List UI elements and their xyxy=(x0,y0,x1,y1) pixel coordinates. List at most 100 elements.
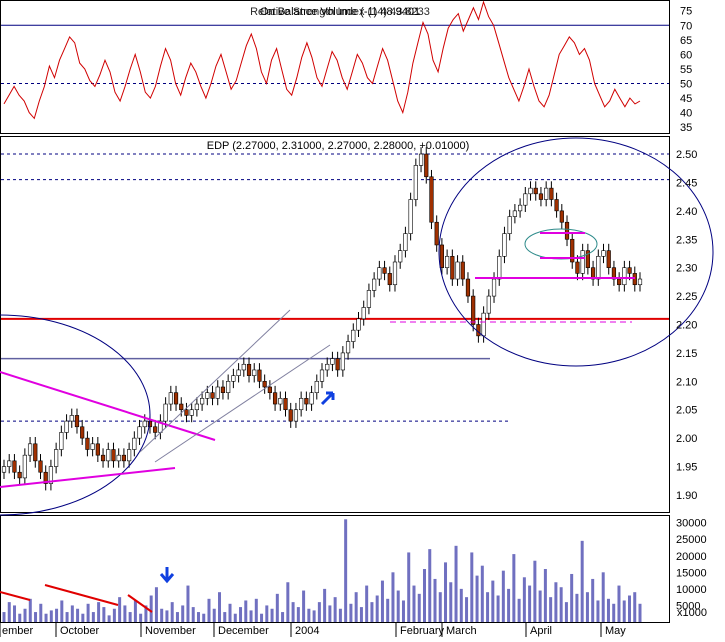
volume-bar xyxy=(144,605,148,622)
candle-body xyxy=(199,398,205,405)
volume-bar xyxy=(496,595,500,622)
volume-bar xyxy=(296,607,300,622)
arrow-icon xyxy=(159,567,175,584)
candle-body xyxy=(345,341,351,354)
candle-body xyxy=(252,369,257,376)
candle-body xyxy=(127,449,132,462)
volume-bar xyxy=(338,608,342,622)
candle-body xyxy=(585,250,590,268)
volume-bar xyxy=(112,608,116,622)
price-tick-label: 1.95 xyxy=(676,462,697,474)
volume-bar xyxy=(564,602,568,622)
volume-bar xyxy=(454,545,458,622)
candle-body xyxy=(570,238,575,263)
volume-bar xyxy=(186,585,190,622)
volume-bar xyxy=(459,588,463,622)
candle-body xyxy=(142,420,147,428)
candle-body xyxy=(309,392,314,405)
rsi-title: Relative Strength Index (14) 43.8233 xyxy=(250,6,430,18)
rsi-panel xyxy=(0,0,670,134)
candle-body xyxy=(111,449,116,462)
candle-body xyxy=(538,193,544,200)
candle-body xyxy=(366,290,372,308)
volume-bar xyxy=(97,602,101,622)
candle-body xyxy=(617,278,622,286)
volume-bar xyxy=(422,569,426,622)
volume-bar xyxy=(118,597,122,622)
candle-body xyxy=(33,443,38,462)
candle-body xyxy=(606,250,611,268)
volume-bar xyxy=(128,612,132,622)
candle-body xyxy=(502,233,507,257)
candle-body xyxy=(241,363,246,371)
x-tick-label: May xyxy=(605,625,626,637)
candle-body xyxy=(179,403,184,411)
candle-body xyxy=(476,324,481,337)
price-title: EDP (2.27000, 2.31000, 2.27000, 2.28000,… xyxy=(207,140,470,152)
volume-bar xyxy=(218,592,222,622)
volume-bar xyxy=(465,597,469,622)
volume-bar xyxy=(570,573,574,622)
volume-bar xyxy=(638,603,642,622)
volume-trendline xyxy=(0,591,31,601)
volume-bar xyxy=(60,600,64,622)
price-tick-label: 2.35 xyxy=(676,234,697,246)
volume-bar xyxy=(81,613,85,622)
candle-body xyxy=(236,369,241,376)
volume-bar xyxy=(191,607,195,622)
candle-body xyxy=(632,273,637,286)
volume-bar xyxy=(349,603,353,622)
candle-body xyxy=(210,392,215,399)
rsi-tick-label: 65 xyxy=(680,35,692,47)
candle-body xyxy=(637,278,643,286)
volume-bar xyxy=(223,612,227,622)
candle-body xyxy=(163,403,168,422)
volume-bar xyxy=(307,608,311,622)
price-tick-label: 2.50 xyxy=(676,149,697,161)
candle-body xyxy=(434,221,439,246)
volume-bar xyxy=(28,598,32,622)
x-tick-label: December xyxy=(218,625,269,637)
candle-body xyxy=(1,466,7,473)
x-tick-label: October xyxy=(60,625,99,637)
volume-bar xyxy=(622,600,626,622)
volume-bar xyxy=(86,603,90,622)
rsi-tick-label: 45 xyxy=(680,93,692,105)
candle-body xyxy=(116,454,121,462)
candle-body xyxy=(523,193,528,206)
candle-body xyxy=(356,318,361,331)
candle-body xyxy=(100,454,106,462)
volume-bar xyxy=(160,608,164,622)
volume-bar xyxy=(207,598,211,622)
volume-bar xyxy=(13,605,17,622)
volume-bar xyxy=(312,610,316,622)
volume-bar xyxy=(449,582,453,622)
volume-bar xyxy=(585,592,589,622)
volume-bar xyxy=(517,598,521,622)
volume-bar xyxy=(175,612,179,622)
price-tick-label: 1.90 xyxy=(676,490,697,502)
rsi-title-overlay: On Balance Volume (-1) 48.9401 xyxy=(260,6,420,18)
volume-bar xyxy=(233,613,237,622)
candle-body xyxy=(424,153,429,178)
price-tick-label: 2.15 xyxy=(676,348,697,360)
volume-bar xyxy=(627,595,631,622)
candle-body xyxy=(54,449,59,467)
annotation-ellipse xyxy=(0,314,151,516)
volume-bar xyxy=(65,612,69,622)
candle-body xyxy=(106,449,111,462)
volume-tick-label: 15000 xyxy=(676,567,707,579)
candle-body xyxy=(267,386,272,393)
candle-body xyxy=(382,267,387,274)
candle-body xyxy=(335,358,340,371)
volume-bar xyxy=(522,577,526,622)
candle-body xyxy=(596,256,601,280)
volume-bar xyxy=(260,613,264,622)
candle-body xyxy=(257,369,262,382)
candle-body xyxy=(517,204,523,212)
price-tick-label: 2.05 xyxy=(676,405,697,417)
candle-body xyxy=(262,381,267,388)
rsi-tick-label: 50 xyxy=(680,79,692,91)
volume-bar xyxy=(91,612,95,622)
